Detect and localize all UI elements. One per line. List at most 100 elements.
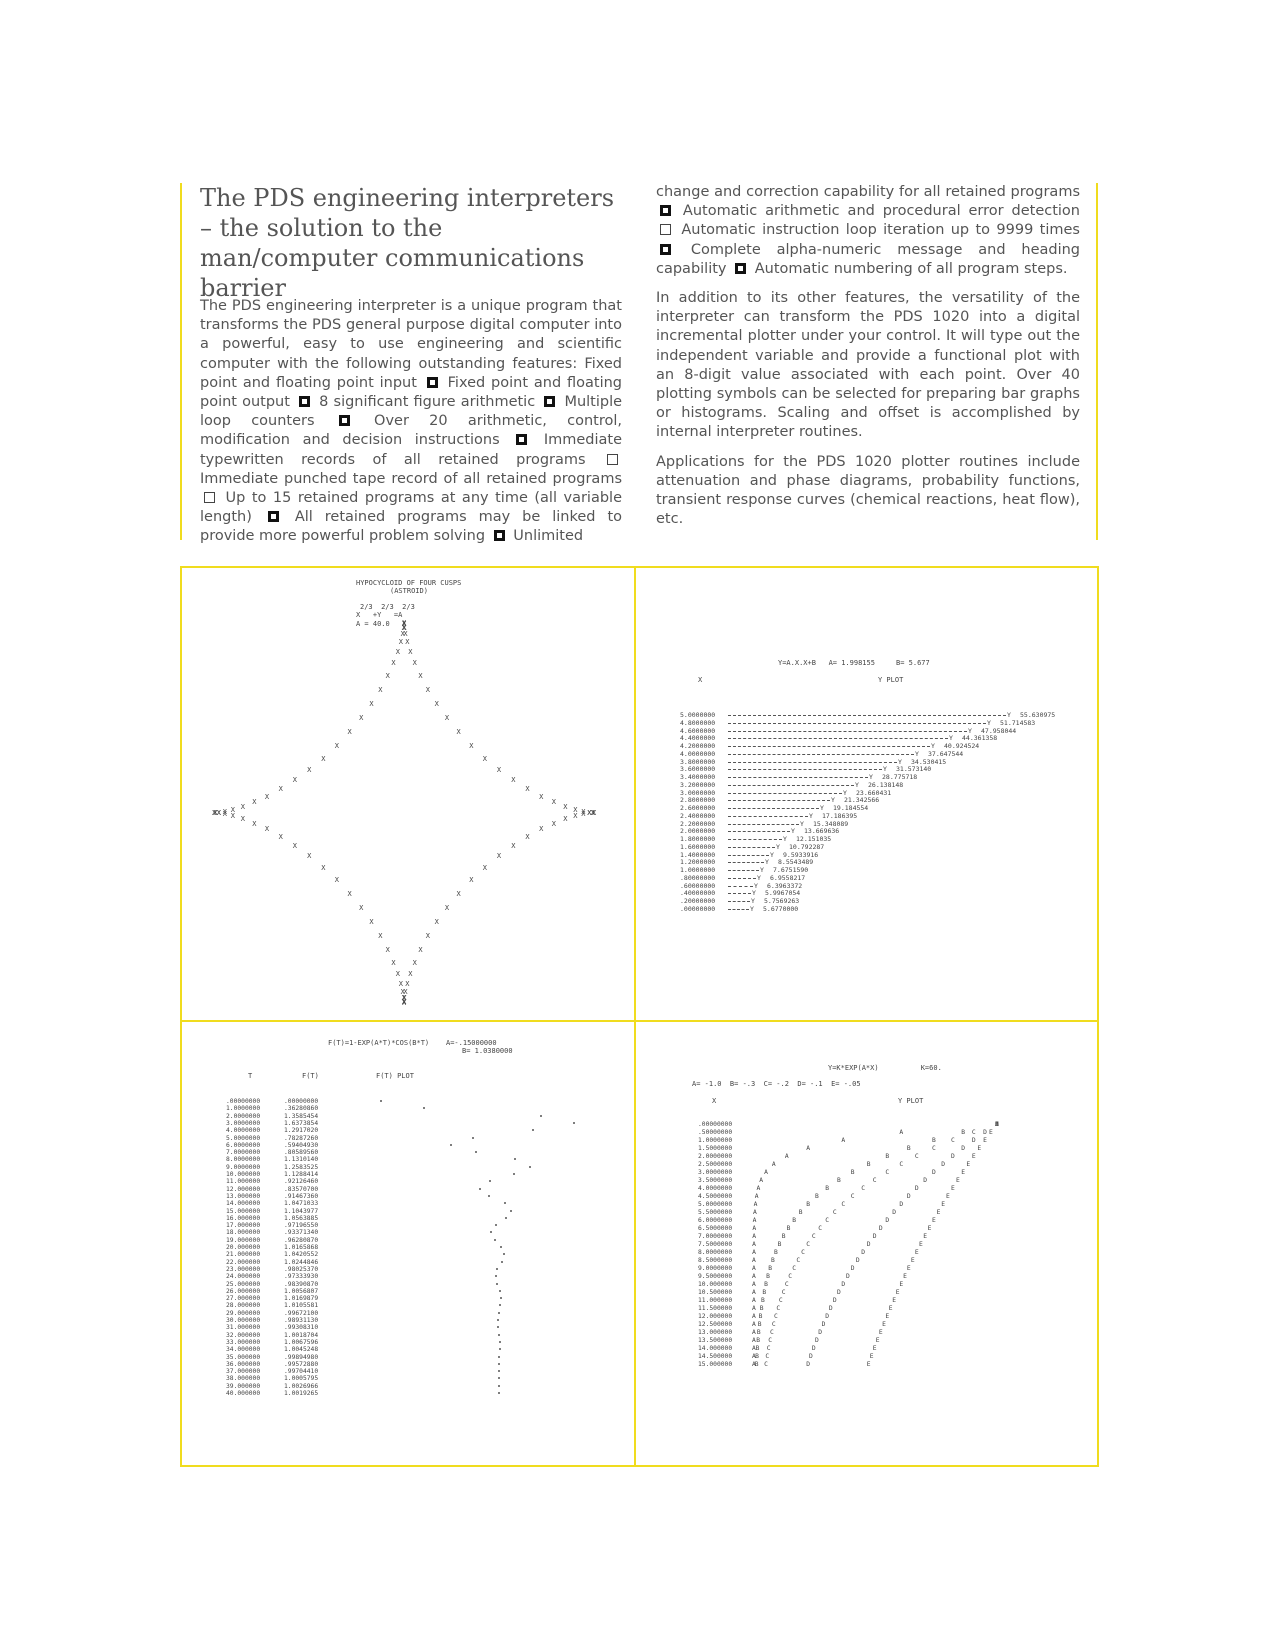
exponential-series-point-e: E bbox=[977, 1145, 982, 1152]
astroid-point: X bbox=[581, 810, 586, 819]
parabola-bar bbox=[728, 839, 782, 840]
exponential-series-point-d: D bbox=[872, 1233, 877, 1240]
parabola-plot-column-label: Y PLOT bbox=[878, 676, 904, 684]
exponential-series-point-d: D bbox=[899, 1201, 904, 1208]
response-f-value: 1.0169879 bbox=[284, 1295, 319, 1303]
response-plot-point bbox=[497, 1370, 500, 1373]
exponential-series-point-d: D bbox=[806, 1361, 810, 1368]
parabola-y-marker: Y bbox=[883, 765, 887, 774]
parabola-y-marker: Y bbox=[809, 811, 813, 820]
response-f-value: .83570700 bbox=[284, 1185, 319, 1193]
response-f-value: 1.0165868 bbox=[284, 1244, 319, 1251]
open-square-bullet bbox=[607, 453, 618, 465]
response-plot-point bbox=[494, 1275, 497, 1278]
exponential-series-point-a: A bbox=[752, 1313, 756, 1320]
astroid-point: X bbox=[307, 766, 312, 775]
exponential-series-point-c: C bbox=[806, 1241, 810, 1248]
astroid-point: X bbox=[425, 685, 431, 694]
parabola-y-value: 23.660431 bbox=[856, 788, 892, 797]
astroid-point: X bbox=[395, 647, 400, 656]
exponential-series-point-d: D bbox=[855, 1257, 860, 1264]
exponential-x-value: 15.000000 bbox=[698, 1361, 733, 1368]
astroid-point: X bbox=[395, 970, 400, 979]
parabola-x-value: 3.4000000 bbox=[680, 773, 716, 781]
response-t-value: 40.000000 bbox=[226, 1390, 261, 1397]
exponential-series-point-c: C bbox=[796, 1257, 801, 1264]
response-f-value: .97196550 bbox=[284, 1222, 319, 1230]
response-plot-point bbox=[503, 1202, 506, 1205]
open-square-bullet bbox=[204, 492, 215, 504]
astroid-point: X bbox=[321, 754, 326, 763]
exponential-series-point-e: E bbox=[983, 1137, 987, 1144]
astroid-point: X bbox=[240, 815, 245, 824]
exponential-series-point-c: C bbox=[971, 1129, 976, 1136]
exponential-series-point-e: E bbox=[875, 1337, 880, 1344]
response-plot-point bbox=[510, 1209, 513, 1212]
exponential-series-point-b: B bbox=[755, 1353, 759, 1360]
response-f-value: .93371340 bbox=[284, 1229, 319, 1237]
parabola-y-marker: Y bbox=[800, 819, 804, 828]
filled-square-bullet bbox=[660, 205, 671, 217]
astroid-point: X bbox=[359, 714, 364, 723]
astroid-point: X bbox=[563, 815, 568, 824]
filled-square-bullet bbox=[735, 262, 747, 274]
exponential-series-point-b: B bbox=[995, 1121, 999, 1128]
parabola-bar bbox=[728, 808, 819, 809]
exponential-series-point-e: E bbox=[966, 1161, 971, 1168]
response-f-value: .00000000 bbox=[284, 1098, 319, 1105]
response-plot-point bbox=[540, 1114, 543, 1117]
exponential-x-column-label: X bbox=[712, 1097, 717, 1105]
parabola-y-marker: Y bbox=[791, 827, 795, 836]
exponential-x-value: 8.5000000 bbox=[698, 1257, 733, 1264]
astroid-point: X bbox=[403, 629, 408, 638]
astroid-point: X bbox=[385, 946, 390, 955]
right-column: change and correction capability for all… bbox=[656, 183, 1080, 539]
response-t-value: 22.000000 bbox=[226, 1258, 261, 1266]
exponential-series-point-d: D bbox=[971, 1137, 976, 1144]
astroid-point: X bbox=[222, 810, 227, 819]
parabola-x-value: .40000000 bbox=[680, 889, 716, 898]
response-t-value: 38.000000 bbox=[226, 1375, 261, 1383]
exponential-series-point-b: B bbox=[761, 1297, 765, 1304]
astroid-point: X bbox=[212, 809, 217, 817]
exponential-series-point-b: B bbox=[762, 1289, 767, 1296]
response-t-value: 26.000000 bbox=[226, 1287, 261, 1295]
exponential-x-value: 13.500000 bbox=[698, 1337, 733, 1344]
response-plot-point bbox=[513, 1158, 516, 1161]
parabola-bar bbox=[728, 730, 967, 732]
exponential-series-point-a: A bbox=[752, 1225, 757, 1232]
exponential-series-point-d: D bbox=[809, 1353, 813, 1360]
exponential-series-point-a: A bbox=[752, 1361, 756, 1368]
astroid-point: X bbox=[252, 819, 257, 828]
response-plot-point bbox=[380, 1100, 382, 1102]
astroid-point: X bbox=[230, 812, 236, 821]
exponential-series-point-d: D bbox=[846, 1273, 850, 1280]
parabola-x-value: .00000000 bbox=[680, 904, 716, 913]
astroid-point: X bbox=[402, 997, 407, 1006]
exponential-header: Y=K*EXP(A*X) K=60. bbox=[828, 1064, 942, 1072]
feature-text: Immediate punched tape record of all ret… bbox=[200, 470, 622, 487]
parabola-x-value: 1.6000000 bbox=[680, 842, 716, 851]
exponential-series-point-d: D bbox=[885, 1217, 890, 1224]
parabola-x-value: 1.8000000 bbox=[680, 835, 716, 843]
response-f-value: 1.0244846 bbox=[284, 1258, 319, 1266]
exponential-x-value: 14.500000 bbox=[698, 1353, 733, 1360]
parabola-y-marker: Y bbox=[898, 757, 902, 766]
parabola-x-value: 1.0000000 bbox=[680, 866, 716, 874]
exponential-series-point-a: A bbox=[764, 1169, 768, 1176]
parabola-y-marker: Y bbox=[751, 897, 755, 905]
response-f-value: 1.1288414 bbox=[284, 1171, 319, 1178]
response-t-value: 30.000000 bbox=[226, 1317, 261, 1324]
parabola-y-value: 8.5543489 bbox=[778, 858, 814, 867]
response-plot-point bbox=[500, 1260, 503, 1263]
astroid-point: X bbox=[408, 647, 413, 656]
astroid-point: X bbox=[347, 889, 352, 898]
exponential-series-point-b: B bbox=[815, 1193, 819, 1200]
exponential-series-point-c: C bbox=[832, 1209, 837, 1216]
astroid-point: X bbox=[511, 776, 516, 785]
parabola-y-marker: Y bbox=[820, 804, 824, 812]
exponential-series-point-e: E bbox=[878, 1329, 883, 1336]
exponential-series-point-a: A bbox=[752, 1329, 756, 1336]
exponential-series-point-e: E bbox=[932, 1217, 936, 1224]
exponential-parameters: A= -1.0 B= -.3 C= -.2 D= -.1 E= -.05 bbox=[692, 1080, 861, 1088]
